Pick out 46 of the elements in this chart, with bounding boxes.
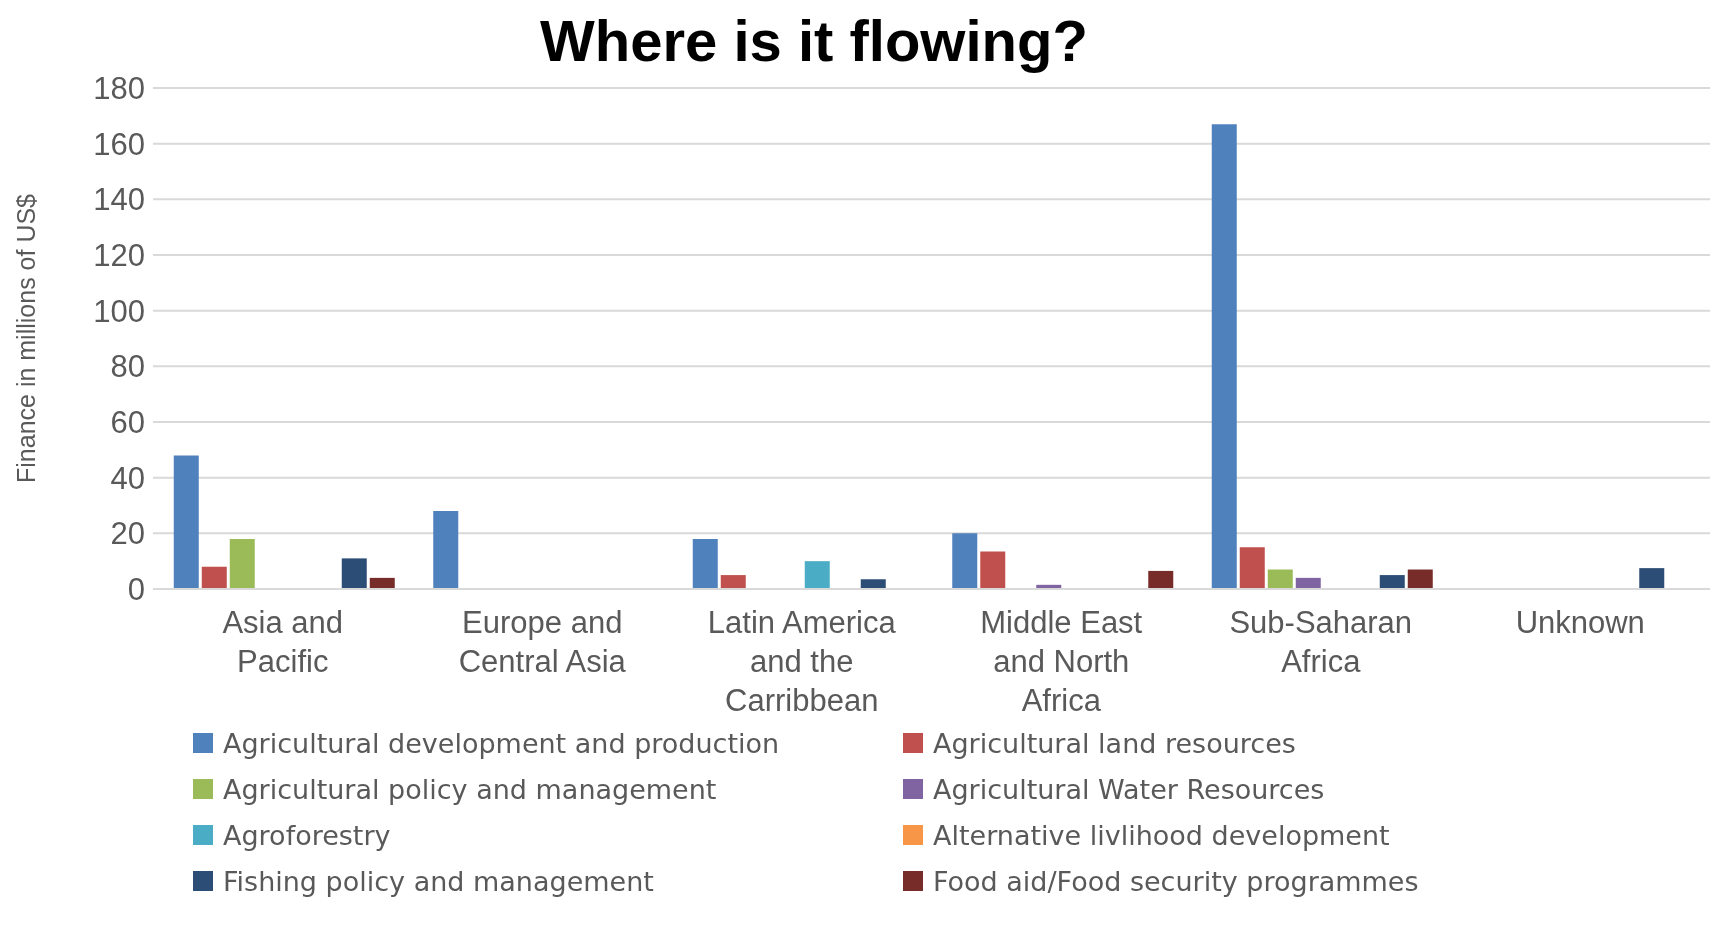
y-tick-label: 40: [110, 460, 145, 496]
bar: [860, 579, 886, 589]
y-axis-title: Finance in millions of US$: [11, 193, 40, 484]
y-tick-label: 20: [110, 516, 145, 552]
x-tick-label: Middle East and North Africa: [980, 605, 1143, 718]
legend-label: Food aid/Food security programmes: [933, 865, 1419, 897]
bar: [1211, 124, 1237, 589]
bar: [1639, 568, 1665, 589]
x-tick-label: Europe and Central Asia: [458, 605, 627, 679]
bar: [229, 538, 255, 589]
legend-label: Alternative livlihood development: [933, 819, 1390, 851]
bar: [720, 575, 746, 589]
x-tick-label: Asia and Pacific: [222, 605, 344, 679]
bar: [341, 558, 367, 589]
bar: [952, 533, 978, 589]
legend-label: Agricultural Water Resources: [933, 773, 1325, 805]
bar: [1407, 569, 1433, 589]
x-tick-label: Latin America and the Carribbean: [707, 605, 897, 718]
bar: [692, 538, 718, 589]
bar: [1148, 570, 1174, 589]
y-tick-label: 60: [110, 405, 145, 441]
y-tick-label: 100: [93, 293, 145, 329]
legend-label: Agricultural land resources: [933, 727, 1296, 759]
y-tick-label: 160: [93, 126, 145, 162]
bar: [1295, 577, 1321, 589]
legend-label: Agroforestry: [223, 819, 391, 851]
y-tick-label: 80: [110, 349, 145, 385]
bar: [1267, 569, 1293, 589]
bar: [369, 577, 395, 589]
bar: [980, 551, 1006, 589]
y-tick-label: 140: [93, 182, 145, 218]
bar: [433, 511, 459, 589]
legend-label: Fishing policy and management: [223, 865, 654, 897]
bar: [1239, 547, 1265, 589]
bar: [201, 566, 227, 589]
legend-label: Agricultural development and production: [223, 727, 780, 759]
bar: [1379, 575, 1405, 589]
chart-title: Where is it flowing?: [540, 8, 1088, 73]
legend-label: Agricultural policy and management: [223, 773, 717, 805]
y-tick-label: 180: [93, 71, 145, 107]
bar: [804, 561, 830, 589]
y-tick-label: 120: [93, 238, 145, 274]
y-tick-label: 0: [127, 572, 145, 608]
x-tick-label: Sub-Saharan Africa: [1229, 605, 1413, 679]
bar: [173, 455, 199, 589]
x-tick-label: Unknown: [1515, 605, 1645, 640]
